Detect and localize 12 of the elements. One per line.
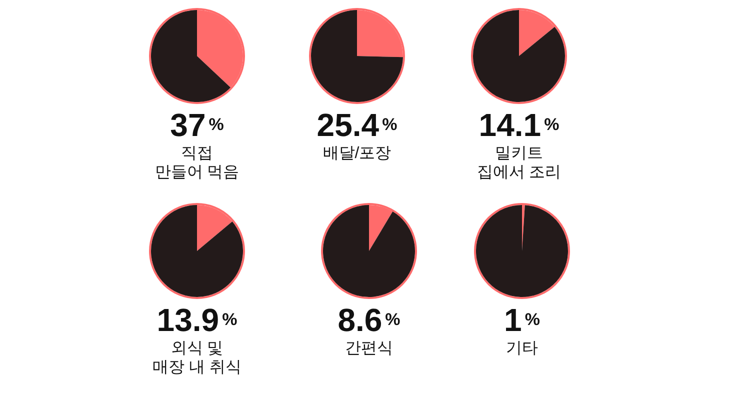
text: 밀키트 집에서 조리 xyxy=(476,144,562,182)
text: 1% xyxy=(503,301,541,339)
text: 13.9% xyxy=(156,301,238,339)
text: 외식 및 매장 내 취식 xyxy=(152,339,242,377)
text: 배달/포장 xyxy=(322,144,392,163)
text: 8.6% xyxy=(336,301,402,339)
text: 14.1% xyxy=(478,106,560,144)
text: 37% xyxy=(169,106,225,144)
text: 간편식 xyxy=(344,339,394,358)
text: 직접 만들어 먹음 xyxy=(154,144,240,182)
text: 기타 xyxy=(505,339,539,358)
text: 25.4% xyxy=(316,106,398,144)
